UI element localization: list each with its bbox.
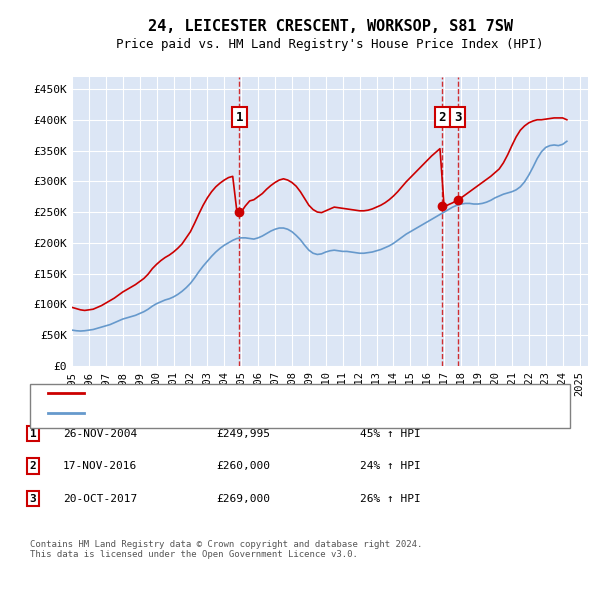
Text: 24% ↑ HPI: 24% ↑ HPI — [360, 461, 421, 471]
Text: £249,995: £249,995 — [216, 429, 270, 438]
Text: 2: 2 — [439, 111, 446, 124]
Text: 20-OCT-2017: 20-OCT-2017 — [63, 494, 137, 503]
Text: Price paid vs. HM Land Registry's House Price Index (HPI): Price paid vs. HM Land Registry's House … — [116, 38, 544, 51]
Text: £269,000: £269,000 — [216, 494, 270, 503]
Text: 24, LEICESTER CRESCENT, WORKSOP, S81 7SW (detached house): 24, LEICESTER CRESCENT, WORKSOP, S81 7SW… — [90, 388, 446, 398]
Text: 3: 3 — [454, 111, 461, 124]
Text: Contains HM Land Registry data © Crown copyright and database right 2024.
This d: Contains HM Land Registry data © Crown c… — [30, 540, 422, 559]
Text: 3: 3 — [29, 494, 37, 503]
Text: 17-NOV-2016: 17-NOV-2016 — [63, 461, 137, 471]
Text: 45% ↑ HPI: 45% ↑ HPI — [360, 429, 421, 438]
Text: £260,000: £260,000 — [216, 461, 270, 471]
Text: 2: 2 — [29, 461, 37, 471]
Text: 24, LEICESTER CRESCENT, WORKSOP, S81 7SW: 24, LEICESTER CRESCENT, WORKSOP, S81 7SW — [148, 19, 512, 34]
Text: 26-NOV-2004: 26-NOV-2004 — [63, 429, 137, 438]
Text: 1: 1 — [29, 429, 37, 438]
Text: 26% ↑ HPI: 26% ↑ HPI — [360, 494, 421, 503]
Text: HPI: Average price, detached house, Bassetlaw: HPI: Average price, detached house, Bass… — [90, 408, 371, 418]
Text: 1: 1 — [236, 111, 243, 124]
